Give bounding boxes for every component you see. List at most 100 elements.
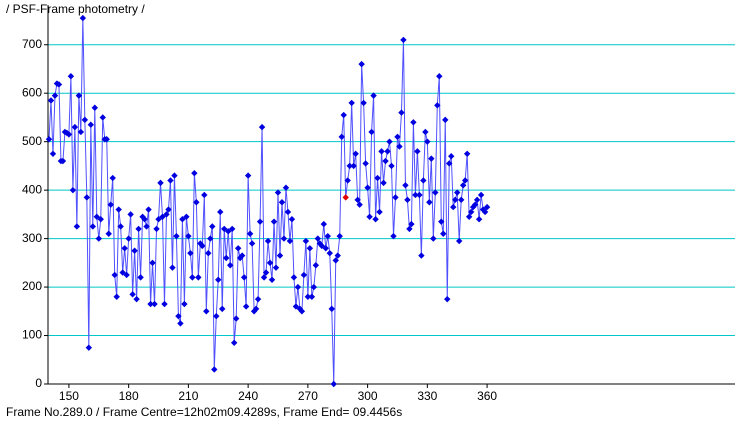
data-point <box>85 344 93 351</box>
data-point <box>314 235 322 242</box>
data-point <box>274 189 282 196</box>
data-point <box>91 104 98 111</box>
data-point <box>238 252 246 259</box>
x-tick-label: 240 <box>238 389 258 403</box>
data-point <box>141 216 148 223</box>
data-point <box>115 206 122 213</box>
data-point <box>338 133 345 141</box>
data-point <box>366 213 373 220</box>
data-point <box>426 199 433 206</box>
data-point <box>81 116 89 124</box>
data-point <box>446 160 453 167</box>
data-point <box>45 136 53 143</box>
data-point <box>145 206 152 213</box>
data-point <box>254 295 262 303</box>
data-point <box>169 264 176 271</box>
data-point <box>436 73 443 80</box>
data-point <box>213 312 220 320</box>
data-point <box>320 220 327 228</box>
data-point <box>151 300 158 308</box>
data-point <box>203 308 210 315</box>
data-point <box>153 225 160 233</box>
data-point <box>473 196 481 204</box>
data-point <box>143 223 150 230</box>
data-point <box>465 213 473 220</box>
data-point <box>418 252 425 259</box>
data-point <box>123 271 130 279</box>
y-tick-label: 0 <box>35 376 42 390</box>
data-point <box>396 143 403 150</box>
data-point <box>304 293 312 300</box>
data-point <box>181 300 188 308</box>
data-point <box>430 235 437 242</box>
data-point <box>402 182 409 189</box>
x-tick-label: 360 <box>477 389 497 403</box>
data-point <box>378 148 385 155</box>
data-point <box>89 223 97 230</box>
data-point <box>352 150 359 157</box>
data-point <box>280 235 288 242</box>
y-tick-label: 200 <box>22 279 42 293</box>
data-point <box>179 216 186 223</box>
data-point <box>173 232 180 240</box>
data-point <box>294 283 302 291</box>
x-tick-label: 270 <box>298 389 318 403</box>
data-point <box>161 300 168 308</box>
data-point <box>408 220 415 228</box>
data-point <box>424 138 431 145</box>
data-point <box>258 123 266 131</box>
data-point <box>187 249 194 257</box>
data-point <box>47 97 55 104</box>
data-point <box>362 160 369 167</box>
data-point <box>358 60 365 68</box>
data-point <box>459 182 467 189</box>
data-point <box>246 230 254 237</box>
data-point <box>300 271 308 279</box>
data-point <box>481 208 489 216</box>
data-point <box>318 242 326 250</box>
data-point <box>452 196 459 204</box>
data-point <box>223 254 230 262</box>
data-point <box>219 305 226 313</box>
data-point <box>334 252 341 259</box>
data-point <box>456 237 463 245</box>
data-point <box>95 235 102 242</box>
data-point <box>342 194 349 201</box>
data-point <box>217 208 224 216</box>
data-point <box>394 133 401 141</box>
data-point <box>109 174 116 182</box>
data-point <box>288 216 296 223</box>
data-point <box>230 339 238 347</box>
data-point <box>326 249 333 257</box>
data-point <box>328 305 335 313</box>
data-point <box>201 191 208 199</box>
data-point <box>348 99 355 107</box>
data-point <box>380 179 387 187</box>
data-point <box>159 213 166 220</box>
data-point <box>127 211 134 218</box>
data-point <box>477 191 485 199</box>
data-point <box>225 228 232 235</box>
data-point <box>278 199 286 206</box>
data-point <box>55 81 63 88</box>
data-point <box>414 148 421 155</box>
data-point <box>209 223 216 230</box>
x-tick-label: 180 <box>119 389 139 403</box>
x-tick-label: 330 <box>417 389 437 403</box>
data-point <box>382 157 389 165</box>
data-point <box>346 162 353 170</box>
data-point <box>137 274 144 281</box>
data-point <box>117 223 124 230</box>
data-point <box>227 262 234 269</box>
data-point <box>336 232 343 240</box>
data-point <box>149 259 156 267</box>
data-point <box>133 295 140 303</box>
data-point <box>157 179 164 187</box>
data-point <box>63 129 71 137</box>
data-point <box>75 92 83 99</box>
y-tick-label: 300 <box>22 231 42 245</box>
data-point <box>372 216 379 223</box>
data-point <box>471 201 479 208</box>
data-point <box>262 269 270 276</box>
data-point <box>77 128 85 136</box>
